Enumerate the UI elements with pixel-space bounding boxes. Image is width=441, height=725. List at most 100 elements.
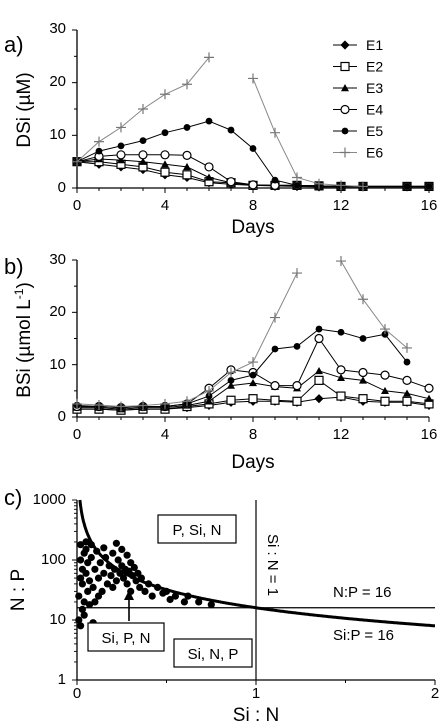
panel-b-point-e6 — [292, 268, 302, 279]
chart-marks: E1 E2 E3 E4 E5 E6 — [72, 29, 436, 685]
panel-b-series-line-e5 — [76, 328, 408, 409]
label-np-16: N:P = 16 — [333, 584, 392, 601]
panel-b-point-e6 — [160, 398, 170, 409]
panel-a-xtick: 0 — [73, 197, 81, 214]
scatter-point — [123, 580, 131, 588]
panel-a-point-e6 — [72, 156, 82, 167]
panel-b-series-line-e6 — [76, 272, 298, 408]
panel-b-series-line-e6 — [340, 260, 408, 349]
scatter-point — [100, 544, 108, 552]
panel-b-point-e4 — [292, 381, 302, 391]
legend-marker — [340, 147, 350, 158]
panel-b-point-e4 — [380, 370, 390, 380]
panel-a-point-e6 — [116, 122, 126, 133]
panel-b-y-ticks: 0 10 20 30 — [49, 251, 66, 425]
scatter-point — [91, 598, 99, 606]
scatter-point — [82, 569, 90, 577]
scatter-point — [141, 587, 149, 596]
scatter-point — [107, 572, 115, 580]
label-sip-16: Si:P = 16 — [333, 627, 394, 644]
panel-b-ylabel-main: BSi (µmol L — [14, 299, 35, 398]
region-box-frame — [87, 622, 165, 652]
scatter-point — [109, 583, 117, 592]
scatter-point — [195, 598, 203, 606]
panel-b-point-e6 — [380, 324, 390, 335]
panel-b-ylabel: BSi (µmol L-1) — [12, 282, 35, 398]
scatter-point — [84, 587, 92, 596]
panel-b-point-e5 — [227, 376, 235, 384]
legend-marker — [341, 127, 349, 135]
legend-label: E3 — [366, 80, 383, 96]
legend-marker — [340, 104, 350, 115]
scatter-point — [145, 580, 153, 588]
panel-a-point-e6 — [160, 89, 170, 100]
panel-b-ytick: 20 — [49, 303, 66, 320]
scatter-point — [98, 587, 106, 596]
panel-c-ylabel: N : P — [8, 569, 29, 611]
scatter-point — [119, 574, 128, 582]
panel-b-x-ticks: 0 4 8 12 16 — [73, 426, 438, 443]
panel-a-point-e3 — [117, 156, 125, 164]
scatter-point — [136, 583, 144, 592]
panel-b-point-e5 — [337, 328, 345, 336]
panel-a-ytick: 20 — [49, 73, 66, 90]
panel-a-point-e5 — [249, 145, 257, 152]
scatter-point — [77, 541, 85, 549]
panel-b-ylabel-sup: -1 — [12, 288, 26, 299]
scatter-point — [85, 577, 94, 585]
panel-b-point-e3 — [249, 378, 257, 387]
scatter-point — [171, 592, 179, 600]
panel-a-ytick: 10 — [49, 126, 66, 143]
region-label: Si, P, N — [102, 630, 151, 647]
panel-b-point-e6 — [226, 367, 236, 378]
panel-b-point-e5 — [271, 345, 279, 353]
panel-b-point-e5 — [293, 342, 301, 350]
panel-a-point-e6 — [358, 181, 368, 192]
panel-c-plot — [72, 499, 436, 685]
panel-a: a) DSi (µM) 0 10 20 30 0 4 8 12 16 Days — [4, 20, 437, 238]
panel-a-point-e6 — [204, 52, 214, 63]
legend-label: E1 — [366, 37, 383, 53]
panel-b-point-e5 — [315, 325, 323, 333]
legend-item-e3: E3 — [333, 80, 383, 96]
panel-a-point-e6 — [336, 180, 346, 191]
panel-b-point-e4 — [314, 333, 324, 344]
panel-b-point-e4 — [424, 383, 434, 393]
panel-a-point-e3 — [183, 162, 191, 171]
panel-a-point-e6 — [270, 127, 280, 138]
panel-c-x-ticks: 0 1 2 — [73, 685, 439, 702]
panel-b-point-e5 — [205, 392, 213, 400]
panel-b-xtick: 4 — [161, 426, 169, 443]
scatter-point — [184, 592, 192, 600]
panel-a-point-e5 — [95, 147, 103, 155]
region-label: Si, N, P — [188, 646, 239, 663]
panel-b-xtick: 16 — [421, 426, 438, 443]
panel-b-point-e4 — [336, 365, 346, 375]
panel-a-xtick: 8 — [249, 197, 257, 214]
panel-a-label: a) — [4, 32, 24, 57]
legend-item-e2: E2 — [333, 59, 383, 75]
panel-b-point-e4 — [402, 375, 412, 385]
panel-b-point-e5 — [403, 358, 411, 366]
panel-a-point-e6 — [138, 104, 148, 114]
panel-a-point-e5 — [425, 183, 433, 190]
panel-b-ytick: 10 — [49, 356, 66, 373]
panel-b-point-e5 — [249, 371, 257, 379]
legend-marker — [340, 40, 350, 50]
scatter-point — [80, 611, 88, 619]
panel-a-point-e5 — [293, 181, 301, 189]
panel-a-y-ticks: 0 10 20 30 — [49, 20, 66, 196]
legend-label: E6 — [366, 145, 383, 161]
panel-a-point-e6 — [94, 136, 104, 147]
panel-b-point-e3 — [403, 389, 411, 397]
panel-a-x-ticks: 0 4 8 12 16 — [73, 197, 438, 214]
panel-c-y-ticks: 1 10 100 1000 — [33, 491, 66, 688]
region-label: P, Si, N — [173, 522, 222, 539]
scatter-point — [112, 539, 120, 547]
scatter-point — [123, 551, 131, 559]
panel-a-point-e3 — [205, 173, 213, 181]
region-box-frame — [173, 638, 253, 668]
panel-b-point-e2 — [292, 396, 302, 406]
panel-b-point-e4 — [270, 381, 280, 391]
